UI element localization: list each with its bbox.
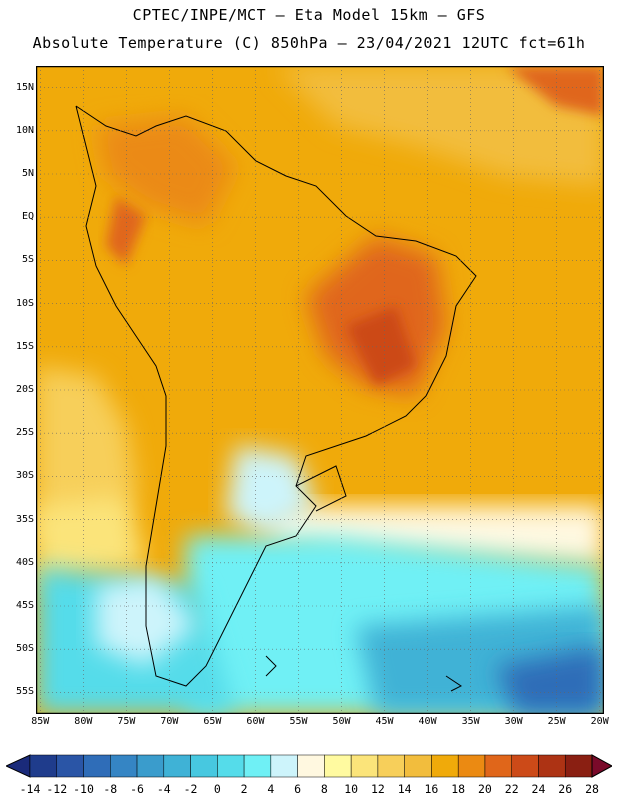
colorbar-swatch [511, 754, 539, 778]
latitude-tick-label: EQ [21, 211, 34, 223]
colorbar-tick-label: 4 [267, 782, 275, 796]
colorbar-swatch [163, 754, 191, 778]
colorbar-tick-label: 26 [558, 782, 573, 796]
colorbar-swatch [457, 754, 486, 778]
colorbar-swatch [324, 754, 352, 778]
coastline-outline [75, 105, 477, 692]
longitude-tick-label: 60W [246, 716, 265, 727]
colorbar-tick-label: 22 [504, 782, 519, 796]
longitude-tick-label: 65W [203, 716, 222, 727]
colorbar-tick-label: -14 [19, 782, 41, 796]
longitude-tick-label: 75W [117, 716, 136, 727]
colorbar-tick-label: 24 [531, 782, 546, 796]
colorbar-swatch [29, 754, 58, 778]
longitude-tick-label: 70W [160, 716, 179, 727]
colorbar-swatch [83, 754, 111, 778]
colorbar-swatch [377, 754, 405, 778]
colorbar-tick-label: 12 [370, 782, 385, 796]
longitude-tick-label: 35W [461, 716, 480, 727]
colorbar-tick-label: -10 [73, 782, 94, 796]
map-frame [36, 66, 604, 714]
latitude-tick-label: 45S [15, 600, 34, 611]
colorbar-swatch [564, 754, 593, 778]
colorbar-under-arrow [6, 754, 31, 778]
latitude-tick-label: 40S [15, 556, 34, 568]
colorbar-tick-label: 8 [320, 782, 328, 796]
colorbar-tick-label: 0 [213, 782, 221, 796]
longitude-tick-label: 25W [547, 716, 566, 727]
colorbar-swatch [431, 754, 459, 778]
colorbar-over-arrow [591, 754, 612, 778]
chart-title-line1: CPTEC/INPE/MCT – Eta Model 15km – GFS [132, 6, 486, 24]
latitude-tick-label: 15N [15, 81, 34, 93]
colorbar-swatch [538, 754, 566, 778]
colorbar-swatch [297, 754, 325, 778]
longitude-tick-label: 50W [332, 716, 351, 727]
colorbar-tick-label: -4 [156, 782, 171, 796]
graticule [36, 66, 604, 714]
longitude-tick-label: 85W [31, 716, 50, 727]
colorbar-swatch [484, 754, 512, 778]
latitude-tick-label: 55S [15, 686, 34, 698]
colorbar-tick-label: -8 [103, 782, 118, 796]
colorbar-tick-label: 16 [424, 782, 439, 796]
colorbar-tick-label: 18 [451, 782, 466, 796]
colorbar-tick-label: 6 [294, 782, 302, 796]
colorbar-swatch [243, 754, 272, 778]
latitude-tick-label: 50S [15, 643, 34, 655]
colorbar-swatch [190, 754, 218, 778]
colorbar-swatch [404, 754, 432, 778]
longitude-tick-label: 20W [590, 716, 609, 727]
latitude-tick-label: 25S [15, 427, 34, 439]
latitude-tick-label: 5S [21, 254, 34, 266]
latitude-tick-label: 35S [15, 513, 34, 525]
colorbar-tick-label: -12 [46, 782, 68, 796]
colorbar-swatch [56, 754, 84, 778]
temperature-map [36, 66, 604, 714]
longitude-tick-label: 30W [504, 716, 523, 727]
chart-title-line2: Absolute Temperature (C) 850hPa – 23/04/… [32, 34, 586, 52]
colorbar-tick-label: -2 [183, 782, 198, 796]
colorbar [6, 754, 612, 778]
colorbar-tick-label: 10 [344, 782, 359, 796]
latitude-tick-label: 15S [15, 340, 34, 352]
latitude-tick-label: 5N [21, 168, 34, 179]
longitude-tick-label: 55W [289, 716, 308, 727]
colorbar-swatch [136, 754, 165, 778]
colorbar-swatch [110, 754, 138, 778]
longitude-tick-label: 45W [375, 716, 394, 727]
map-panel [36, 66, 604, 714]
colorbar-tick-label: 28 [585, 782, 599, 796]
latitude-tick-label: 20S [15, 384, 34, 395]
colorbar-swatch [217, 754, 245, 778]
latitude-tick-label: 10S [15, 297, 34, 309]
colorbar-tick-label: 14 [397, 782, 412, 796]
colorbar-tick-label: 2 [240, 782, 248, 796]
colorbar-swatch [350, 754, 379, 778]
longitude-tick-label: 40W [418, 716, 437, 727]
latitude-tick-label: 10N [15, 124, 34, 136]
colorbar-swatch [270, 754, 298, 778]
colorbar-tick-label: 20 [478, 782, 492, 796]
longitude-tick-label: 80W [74, 716, 93, 727]
colorbar-tick-label: -6 [130, 782, 144, 796]
latitude-tick-label: 30S [15, 470, 34, 482]
